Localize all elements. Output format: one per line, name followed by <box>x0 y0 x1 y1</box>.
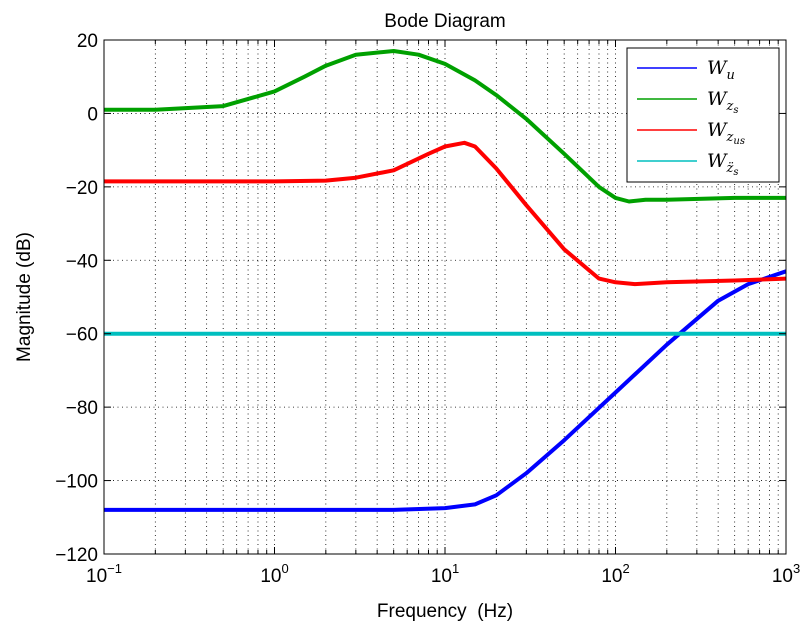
y-tick-label: 0 <box>87 104 98 125</box>
legend-label-4: Wz̈s <box>707 150 739 178</box>
x-axis-label: Frequency (Hz) <box>377 601 513 622</box>
y-tick-label: −40 <box>66 251 98 272</box>
series-layer <box>104 49 787 512</box>
chart-title: Bode Diagram <box>384 11 505 32</box>
series-line-2 <box>104 49 786 204</box>
y-tick-label: −100 <box>55 472 98 493</box>
y-tick-label: −60 <box>66 325 98 346</box>
x-tick-label: 10−1 <box>86 561 122 587</box>
y-axis-label: Magnitude (dB) <box>14 232 35 362</box>
y-tick-label: 20 <box>77 31 98 52</box>
x-tick-label: 102 <box>601 561 629 587</box>
legend-label-1: Wu <box>707 57 735 83</box>
series-line-1 <box>104 269 787 512</box>
legend-label-3: Wzus <box>707 119 745 147</box>
x-tick-label: 101 <box>431 561 459 587</box>
y-tick-label: −20 <box>66 178 98 199</box>
x-tick-label: 100 <box>260 561 288 587</box>
y-tick-label: −80 <box>66 398 98 419</box>
grid-lines <box>104 40 786 554</box>
legend: Wu Wzs Wzus Wz̈s <box>626 47 780 183</box>
x-tick-label: 103 <box>772 561 800 587</box>
legend-box <box>626 47 780 183</box>
y-tick-label: −120 <box>55 545 98 566</box>
legend-label-2: Wzs <box>707 88 739 116</box>
series-line-3 <box>104 140 787 287</box>
